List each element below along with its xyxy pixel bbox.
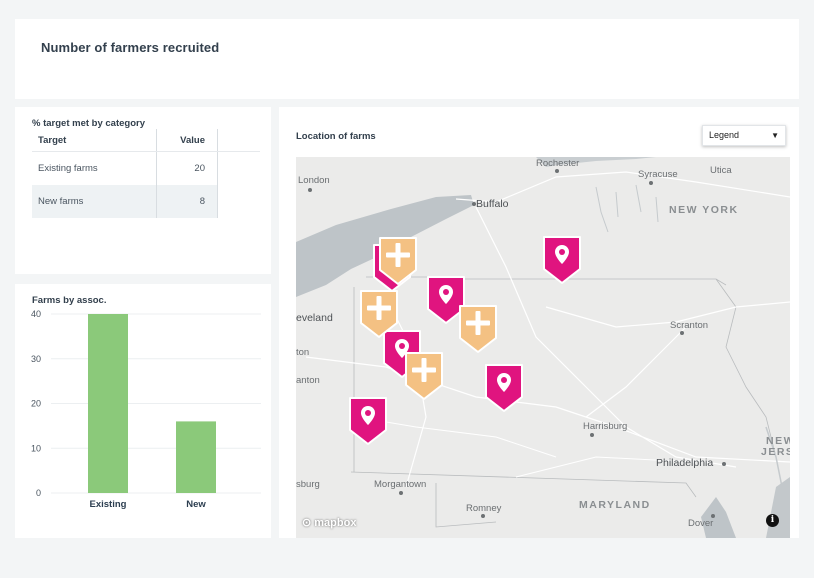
road — [545, 301, 790, 328]
spacer-cell — [217, 185, 260, 218]
column-header-spacer — [217, 129, 260, 152]
city-dot — [649, 181, 653, 185]
target-table: Target Value Existing farms 20 New farms… — [32, 129, 260, 218]
x-tick-label: Existing — [90, 499, 127, 510]
city-dot — [555, 169, 559, 173]
city-dot — [481, 514, 485, 518]
table-row[interactable]: Existing farms 20 — [32, 151, 260, 185]
bar-existing[interactable] — [88, 314, 128, 493]
map-pin-icon[interactable] — [484, 363, 524, 413]
city-dot — [308, 188, 312, 192]
map-label-rochester: Rochester — [536, 158, 580, 169]
road — [515, 456, 697, 478]
value-cell: 20 — [156, 151, 218, 185]
chevron-down-icon: ▼ — [771, 131, 779, 140]
map-label-cleveland: eveland — [296, 312, 333, 324]
map-pin-icon[interactable] — [426, 275, 466, 325]
info-icon[interactable]: i — [766, 514, 779, 527]
road — [305, 356, 790, 463]
legend-dropdown[interactable]: Legend ▼ — [702, 125, 786, 146]
plus-marker-icon[interactable] — [404, 351, 444, 401]
lake-ontario-shore — [536, 157, 656, 167]
city-dot — [722, 462, 726, 466]
city-dot — [399, 491, 403, 495]
column-header-target[interactable]: Target — [32, 129, 157, 152]
y-tick-label: 20 — [31, 399, 41, 409]
target-cell: New farms — [32, 185, 157, 218]
road — [455, 171, 790, 203]
map-label-philadelphia: Philadelphia — [656, 457, 714, 469]
table-row[interactable]: New farms 8 — [32, 185, 260, 218]
map-label-dover: Dover — [688, 518, 714, 529]
map-label-syracuse: Syracuse — [638, 169, 678, 180]
map-label-morgantown: Morgantown — [374, 479, 427, 490]
road — [585, 326, 687, 418]
map-label-new-york: NEW YORK — [669, 204, 739, 216]
bar-new[interactable] — [176, 421, 216, 493]
y-tick-label: 10 — [31, 443, 41, 453]
map-canvas[interactable]: Rochester Syracuse Utica London Buffalo … — [296, 157, 790, 538]
state-border-pa-md — [350, 471, 697, 498]
map-pin-icon[interactable] — [348, 396, 388, 446]
state-border-pa-east — [715, 278, 777, 458]
mapbox-attribution: mapbox — [314, 517, 357, 529]
road — [475, 206, 737, 468]
map-label-anton: anton — [296, 375, 320, 386]
table-header-row: Target Value — [32, 129, 260, 152]
map-label-romney: Romney — [466, 503, 502, 514]
city-dot — [472, 202, 476, 206]
value-cell: 8 — [156, 185, 218, 218]
target-table-title: % target met by category — [32, 118, 145, 129]
page-title: Number of farmers recruited — [41, 40, 220, 55]
plus-marker-icon[interactable] — [458, 304, 498, 354]
map-label-new-jersey-2: JERSE — [761, 446, 790, 458]
map-label-london: London — [298, 175, 330, 186]
x-tick-label: New — [186, 499, 206, 510]
delaware-bay — [766, 477, 790, 538]
map-label-utica: Utica — [710, 165, 732, 176]
map-label-scranton: Scranton — [670, 320, 709, 331]
map-label-sburg: sburg — [296, 479, 320, 490]
plus-marker-icon[interactable] — [359, 289, 399, 339]
bar-chart-card: Farms by assoc. 0 10 20 30 40 Existing New — [15, 284, 271, 538]
city-dot — [711, 514, 715, 518]
header-card: Number of farmers recruited — [15, 19, 799, 99]
map-card: Location of farms Legend ▼ — [279, 107, 799, 538]
plus-marker-icon[interactable] — [378, 236, 418, 286]
map-label-harrisburg: Harrisburg — [583, 421, 628, 432]
spacer-cell — [217, 151, 260, 185]
map-label-maryland: MARYLAND — [579, 499, 651, 511]
river — [595, 184, 659, 233]
map-pin-icon[interactable] — [542, 235, 582, 285]
city-dot — [680, 331, 684, 335]
target-table-card: % target met by category Target Value Ex… — [15, 107, 271, 274]
target-cell: Existing farms — [38, 163, 98, 174]
y-tick-label: 40 — [31, 309, 41, 319]
city-dot — [590, 433, 594, 437]
mapbox-logo: ⊙ mapbox — [302, 517, 357, 529]
map-title: Location of farms — [296, 131, 376, 142]
legend-dropdown-label: Legend — [709, 130, 740, 140]
y-tick-label: 0 — [36, 488, 41, 498]
bar-chart-title: Farms by assoc. — [32, 295, 107, 306]
y-tick-label: 30 — [31, 354, 41, 364]
state-border-md-south — [435, 483, 497, 528]
map-label-buffalo: Buffalo — [476, 198, 509, 210]
column-header-value[interactable]: Value — [156, 129, 218, 152]
map-label-new-jersey-1: NEW — [766, 435, 790, 447]
map-label-ton: ton — [296, 347, 310, 358]
chesapeake-bay — [701, 497, 736, 538]
bar-chart: 0 10 20 30 40 Existing New — [31, 309, 261, 510]
